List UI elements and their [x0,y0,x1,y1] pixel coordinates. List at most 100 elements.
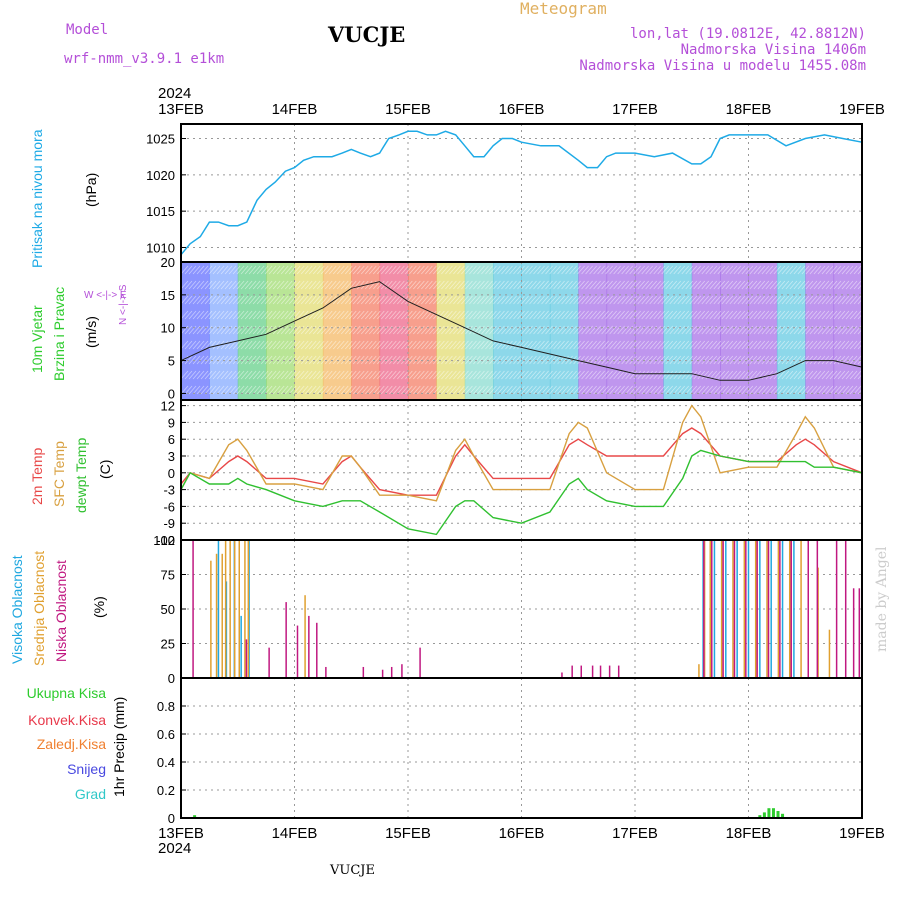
wind-barb [260,370,269,380]
wind-barb [376,295,385,305]
wind-barb [637,280,645,290]
wind-barb [573,340,581,350]
wind-barb [577,265,585,275]
wind-barb [264,340,273,350]
wind-barb [417,280,425,290]
x-tick-bottom: 17FEB [612,825,658,842]
wind-barb [208,295,217,305]
wind-barb [284,310,293,320]
wind-barb [785,310,794,320]
wind-barb [797,340,806,350]
wind-barb [236,265,245,275]
wind-barb [489,310,497,320]
wind-barb [785,265,794,275]
wind-barb [841,385,850,395]
wind-barb [469,265,477,275]
wind-barb [621,280,629,290]
wind-barb [268,355,277,365]
wind-barb [228,280,237,290]
wind-barb [220,295,229,305]
wind-barb [280,280,289,290]
wind-barb [348,385,357,395]
temp-y-tick: -9 [163,516,175,531]
wind-barb [240,340,249,350]
wind-barb [537,295,545,305]
wind-barb [457,340,465,350]
wind-barb [681,280,690,290]
wind-barb [184,355,193,365]
wind-barb [284,280,293,290]
wind-barb [288,310,297,320]
wind-barb [721,370,730,380]
wind-barb [433,370,441,380]
wind-barb [393,340,401,350]
footer-station: VUCJE [329,863,375,878]
wind-barb [224,265,233,275]
wind-barb [821,385,830,395]
wind-barb [429,280,437,290]
wind-barb [821,295,830,305]
wind-barb [761,310,770,320]
wind-barb [849,385,858,395]
wind-barb [212,265,221,275]
wind-barb [529,280,537,290]
wind-barb [401,370,409,380]
wind-barb [409,310,417,320]
wind-barb [220,310,229,320]
wind-barb [380,295,389,305]
pressure-line [180,130,863,256]
wind-barb [657,325,666,335]
wind-barb [841,310,850,320]
wind-barb [693,280,702,290]
wind-barb [733,385,742,395]
wind-barb [184,280,193,290]
wind-barb [817,385,826,395]
wind-barb [320,295,329,305]
wind-barb [833,340,842,350]
wind-barb [256,310,265,320]
precip-y-tick: 0.8 [157,699,175,714]
wind-barb [789,355,798,365]
wind-barb [280,265,289,275]
wind-barb [761,280,770,290]
wind-barb [473,355,481,365]
wind-barb [232,280,241,290]
precip-frame [180,677,863,819]
pressure-side-labels: Pritisak na nivou mora (hPa) [29,129,99,268]
wind-barb [276,355,285,365]
wind-barb [256,340,265,350]
temp-y-tick: 9 [168,415,175,430]
wind-barb [192,295,201,305]
wind-barb [433,340,441,350]
wind-barb [376,310,385,320]
wind-barb [304,340,313,350]
wind-barb [549,385,557,395]
wind-barb [389,280,397,290]
temp-label-2: SFC Temp [51,441,67,507]
wind-barb [809,355,818,365]
wind-barb [753,310,762,320]
wind-barb [352,370,361,380]
wind-barb [429,265,437,275]
wind-barb [397,310,405,320]
wind-barb [372,280,381,290]
wind-barb [721,355,730,365]
wind-barb [573,385,581,395]
wind-barb [717,355,726,365]
wind-barb [789,370,798,380]
wind-barb [336,370,345,380]
wind-barb [417,265,425,275]
wind-barb [745,310,754,320]
wind-barb [537,370,545,380]
wind-barb [397,280,405,290]
wind-barb [773,265,782,275]
temp-unit: (C) [97,460,113,479]
wind-barb [733,355,742,365]
wind-barb [192,370,201,380]
wind-barb [409,385,417,395]
wind-barb [793,385,802,395]
wind-barb [853,295,862,305]
wind-barb [525,295,533,305]
wind-barb [509,325,517,335]
